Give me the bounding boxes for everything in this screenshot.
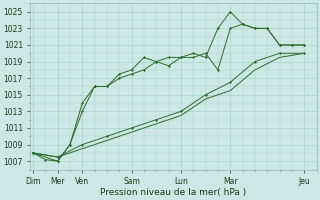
X-axis label: Pression niveau de la mer( hPa ): Pression niveau de la mer( hPa ) [100,188,247,197]
